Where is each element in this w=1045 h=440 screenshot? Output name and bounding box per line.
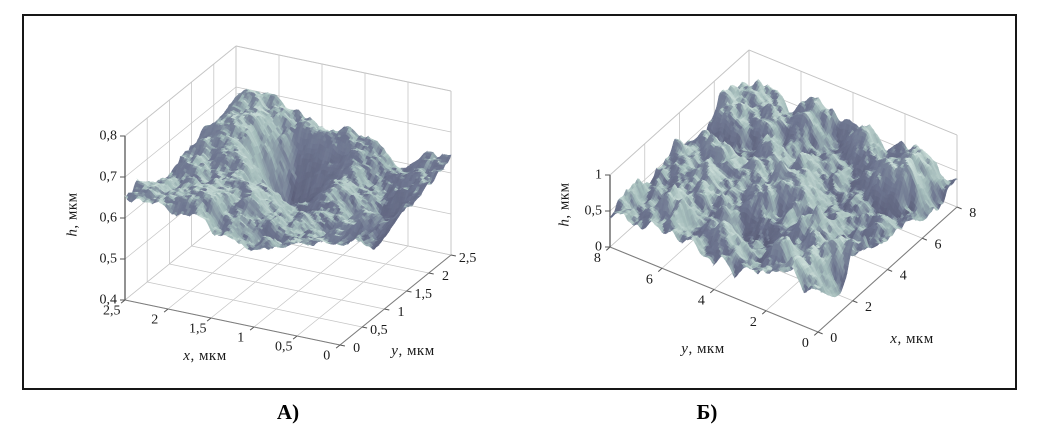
x-axis-unit-b: , мкм [897,331,934,347]
z-axis-unit-b: , мкм [556,182,573,219]
y-axis-unit-a: , мкм [398,343,435,359]
figure-frame [22,14,1017,390]
surface-plot-a-canvas [30,18,520,378]
y-axis-label-b: y, мкм [658,341,748,358]
y-axis-unit-b: , мкм [688,341,725,357]
z-axis-label-b: h, мкм [557,160,574,250]
x-axis-label-b: x, мкм [867,331,957,348]
y-axis-label-a: y, мкм [368,343,458,360]
y-axis-var-a: y [391,343,399,359]
x-axis-var-a: x [183,348,191,364]
x-axis-var-b: x [890,331,898,347]
y-axis-var-b: y [681,341,689,357]
z-axis-var-b: h [556,218,573,227]
x-axis-unit-a: , мкм [190,348,227,364]
surface-plot-b-canvas [525,18,1015,378]
caption-panel-b: Б) [696,400,718,424]
z-axis-var-a: h [64,228,81,237]
z-axis-unit-a: , мкм [64,192,81,229]
x-axis-label-a: x, мкм [160,348,250,365]
z-axis-label-a: h, мкм [65,170,82,260]
caption-panel-a: А) [276,400,300,424]
